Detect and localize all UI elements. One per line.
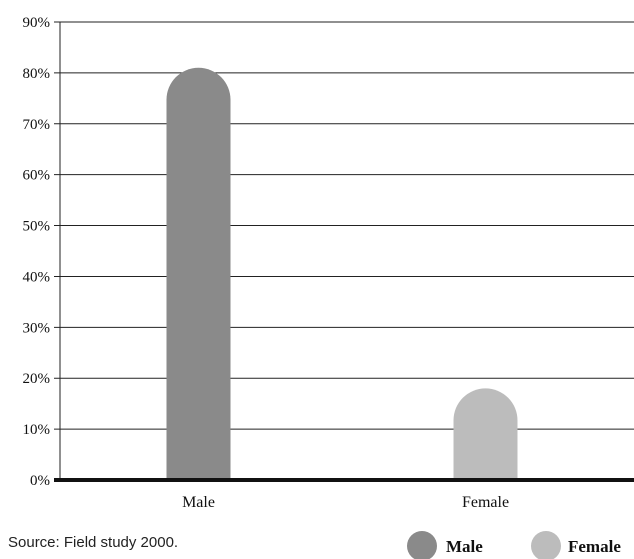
gridlines xyxy=(54,21,634,430)
y-tick-label-80: 80% xyxy=(23,66,51,82)
legend-label-male: Male xyxy=(446,537,483,556)
y-tick-label-30: 30% xyxy=(23,320,51,336)
x-label-female: Female xyxy=(462,494,509,511)
bar-male xyxy=(166,67,231,481)
y-tick-label-0: 0% xyxy=(30,473,50,489)
y-tick-label-90: 90% xyxy=(23,15,51,31)
y-tick-labels: 0% 10% 20% 30% 40% 50% 60% 70% 80% 90% xyxy=(23,15,51,489)
y-tick-label-60: 60% xyxy=(23,168,51,184)
legend-label-female: Female xyxy=(568,537,621,556)
y-tick-label-40: 40% xyxy=(23,269,51,285)
axes xyxy=(54,22,634,482)
y-tick-label-10: 10% xyxy=(23,422,51,438)
x-label-male: Male xyxy=(182,494,215,511)
bars xyxy=(166,67,518,481)
legend-swatch-male xyxy=(407,531,437,559)
source-note: Source: Field study 2000. xyxy=(8,534,179,551)
y-tick-label-50: 50% xyxy=(23,219,51,235)
y-tick-label-20: 20% xyxy=(23,371,51,387)
bar-female xyxy=(453,388,518,480)
legend-swatch-female xyxy=(531,531,561,559)
y-tick-label-70: 70% xyxy=(23,117,51,133)
x-category-labels: Male Female xyxy=(182,494,509,511)
legend: Male Female xyxy=(407,531,621,559)
